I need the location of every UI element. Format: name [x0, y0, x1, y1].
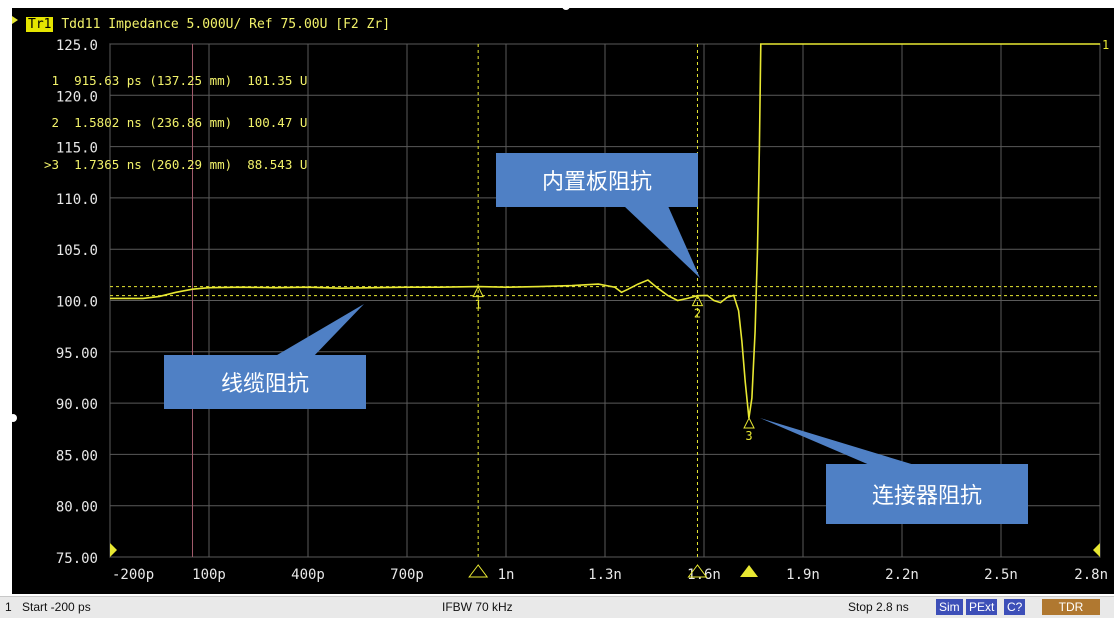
pext-button[interactable]: PExt [966, 599, 998, 615]
stimulus-marker [687, 564, 708, 578]
x-tick-label: 1.3n [588, 567, 622, 583]
callout-pointer-board [624, 206, 700, 278]
channel-number: 1 [5, 600, 12, 614]
x-tick-label: 2.5n [984, 567, 1018, 583]
x-tick-label: 400p [291, 567, 325, 583]
status-bar: 1 Start -200 ps IFBW 70 kHz Stop 2.8 ns … [0, 596, 1114, 618]
active-stimulus-marker [740, 565, 759, 577]
stop-value[interactable]: Stop 2.8 ns [848, 600, 909, 614]
resize-handle-left[interactable] [9, 414, 17, 422]
marker-triangle [691, 294, 704, 307]
start-value[interactable]: Start -200 ps [22, 600, 91, 614]
marker-readout-row-3: >3 1.7365 ns (260.29 mm) 88.543 U [44, 157, 308, 172]
y-tick-label: 120.0 [56, 89, 98, 105]
y-tick-label: 85.00 [56, 448, 98, 464]
x-tick-label: 1.9n [786, 567, 820, 583]
stimulus-marker [468, 564, 489, 578]
marker-triangle [472, 285, 484, 298]
ifbw-value[interactable]: IFBW 70 kHz [442, 600, 513, 614]
x-tick-label: 2.2n [885, 567, 919, 583]
y-tick-label: 105.0 [56, 243, 98, 259]
x-tick-label: -200p [112, 567, 154, 583]
y-tick-label: 75.00 [56, 551, 98, 567]
resize-handle-top[interactable] [562, 2, 570, 10]
left-scale-arrow [110, 543, 117, 557]
tdr-button[interactable]: TDR [1042, 599, 1100, 615]
cal-button[interactable]: C? [1004, 599, 1026, 615]
x-tick-label: 1.6n [687, 567, 721, 583]
marker-triangle [743, 416, 755, 429]
y-tick-label: 80.00 [56, 500, 98, 516]
y-tick-label: 100.0 [56, 295, 98, 311]
marker-label: 3 [745, 429, 752, 443]
x-tick-label: 1n [498, 567, 515, 583]
right-scale-arrow [1093, 543, 1100, 557]
marker-label: 2 [694, 307, 701, 321]
impedance-trace [110, 43, 1100, 419]
y-tick-label: 125.0 [56, 38, 98, 54]
callout-pointer-connector [760, 418, 918, 466]
marker-label: 1 [475, 298, 482, 312]
x-tick-label: 2.8n [1074, 567, 1108, 583]
callout-board-impedance: 内置板阻抗 [496, 153, 698, 207]
trace-select-arrow [12, 16, 18, 24]
y-tick-label: 110.0 [56, 192, 98, 208]
sim-button[interactable]: Sim [936, 599, 963, 615]
y-tick-label: 90.00 [56, 397, 98, 413]
marker-readout-row-1: 1 915.63 ps (137.25 mm) 101.35 U [44, 73, 308, 88]
x-tick-label: 700p [390, 567, 424, 583]
y-tick-label: 115.0 [56, 141, 98, 157]
y-tick-label: 95.00 [56, 346, 98, 362]
x-tick-label: 100p [192, 567, 226, 583]
callout-connector-impedance: 连接器阻抗 [826, 464, 1028, 524]
trace-title-bar[interactable]: Tr1 Tdd11 Impedance 5.000U/ Ref 75.00U [… [26, 16, 390, 34]
tdr-screen: 125.0 120.0 115.0 110.0 105.0 100.0 95.00 90.00… [12, 8, 1114, 594]
callout-cable-impedance: 线缆阻抗 [164, 355, 366, 409]
trace-badge[interactable]: Tr1 [26, 17, 54, 32]
marker-readout: 1 915.63 ps (137.25 mm) 101.35 U 2 1.580… [44, 46, 307, 200]
marker-readout-row-2: 2 1.5802 ns (236.86 mm) 100.47 U [44, 115, 308, 130]
trace-title: Tdd11 Impedance 5.000U/ Ref 75.00U [F2 Z… [61, 17, 391, 32]
trace-end-label: 1 [1102, 38, 1109, 52]
callout-pointer-cable [272, 304, 364, 358]
